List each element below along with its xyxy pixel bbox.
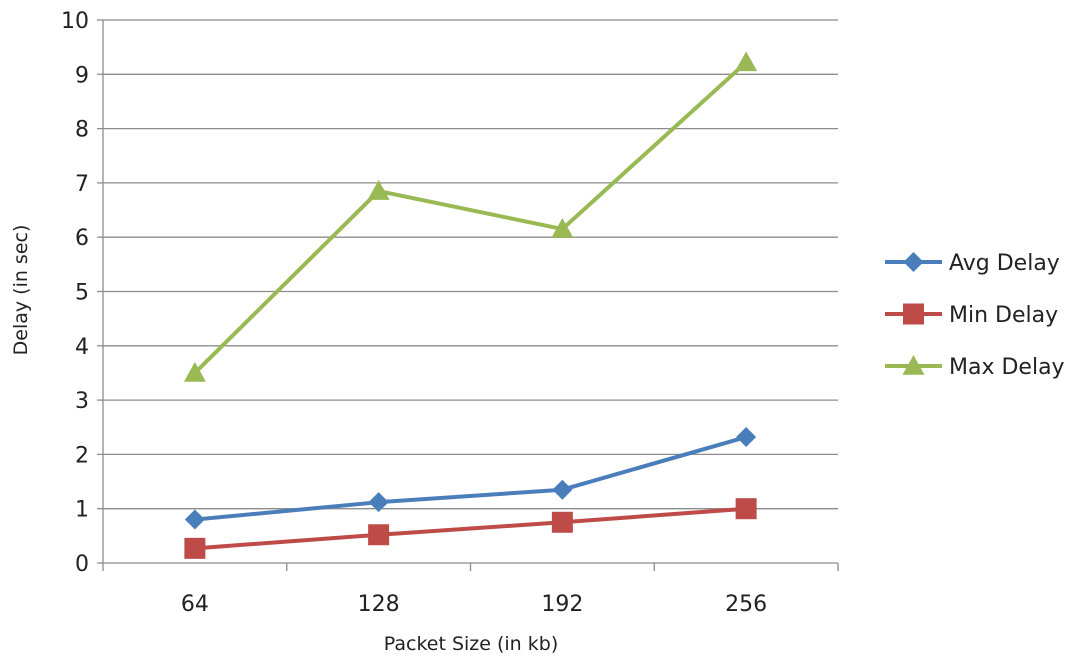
data-point-min-delay [551,511,573,533]
y-tick-label: 4 [75,335,89,360]
series-lines [183,51,758,559]
data-point-avg-delay [736,427,757,448]
legend-item-max-delay: Max Delay [885,355,1065,380]
data-point-max-delay [735,51,758,72]
y-tick-label: 8 [75,118,89,143]
data-point-max-delay [551,218,574,238]
series-line-min-delay [194,506,747,551]
legend-swatch-marker [903,303,924,325]
x-axis-title: Packet Size (in kb) [384,633,559,655]
legend-item-min-delay: Min Delay [885,303,1058,328]
y-tick-label: 1 [75,498,89,523]
series-min-delay [184,498,757,559]
data-point-avg-delay [552,479,573,500]
data-point-max-delay [367,180,390,200]
y-tick-label: 6 [75,226,89,251]
y-tick-label: 7 [75,172,89,197]
tick-labels: 0 1 2 3 4 5 6 7 8 9 10 64 128 192 256 [61,9,767,617]
data-point-min-delay [184,537,206,559]
y-axis-title: Delay (in sec) [10,225,32,356]
x-tick-label: 192 [541,592,583,617]
data-point-avg-delay [368,492,389,513]
y-tick-label: 9 [75,63,89,88]
series-avg-delay [184,427,757,530]
y-tick-label: 5 [75,281,89,306]
data-point-avg-delay [184,509,205,530]
y-tick-label: 10 [61,9,89,34]
data-point-min-delay [735,498,757,520]
grid-lines [103,19,838,510]
legend-item-avg-delay: Avg Delay [885,251,1060,276]
legend-label: Min Delay [949,303,1058,328]
legend-label: Avg Delay [949,251,1060,276]
y-tick-label: 2 [75,443,89,468]
y-tick-label: 0 [75,552,89,577]
x-tick-label: 256 [725,592,767,617]
x-tick-label: 128 [358,592,400,617]
series-max-delay [183,51,758,382]
x-tick-label: 64 [181,592,209,617]
series-line-avg-delay [194,435,747,522]
legend-swatch-marker [903,252,924,272]
legend-swatch-marker [902,355,925,375]
data-point-max-delay [183,361,206,382]
series-line-max-delay [193,60,748,375]
legend-label: Max Delay [949,355,1065,380]
legend: Avg Delay Min Delay Max Delay [885,251,1065,380]
data-point-min-delay [368,524,390,546]
y-tick-label: 3 [75,389,89,414]
axes [97,19,839,571]
